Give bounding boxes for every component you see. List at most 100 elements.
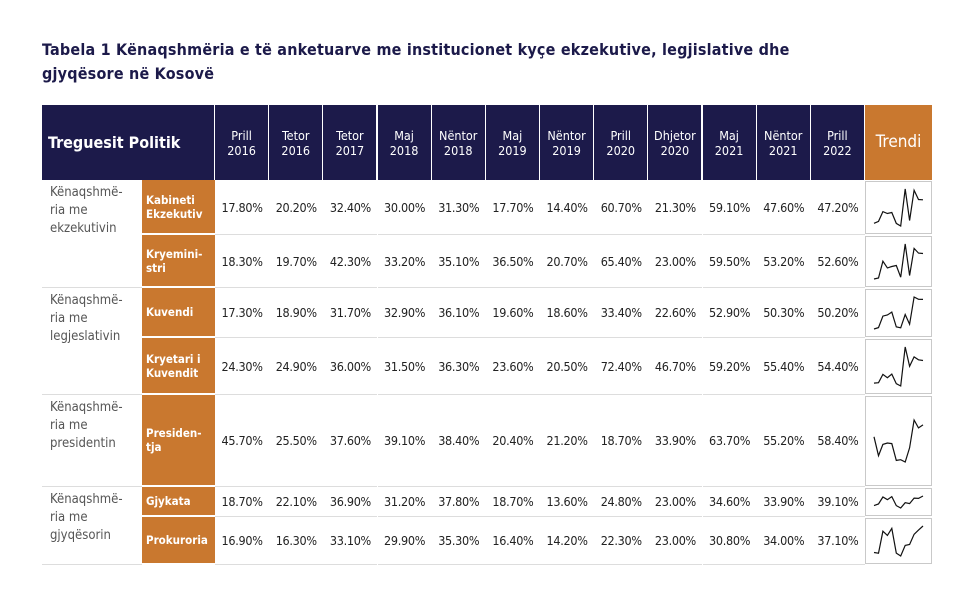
value-cell: 20.20% [269, 180, 324, 235]
value-cell: 24.80% [594, 487, 649, 517]
value-cell: 37.80% [431, 487, 486, 517]
sparkline [873, 418, 924, 463]
value-cell: 59.10% [702, 180, 757, 235]
value-cell: 29.90% [377, 517, 432, 565]
value-cell: 20.50% [540, 338, 595, 395]
row-label: Kuvendi [142, 288, 215, 338]
row-label: Kryetari i Kuvendit [142, 338, 215, 395]
value-cell: 36.10% [431, 288, 486, 338]
period-header: Maj 2018 [377, 105, 432, 180]
trend-cell [865, 339, 932, 394]
value-cell: 55.40% [756, 338, 811, 395]
value-cell: 31.70% [323, 288, 378, 338]
trend-cell [865, 289, 932, 337]
value-cell: 35.10% [431, 235, 486, 288]
value-cell: 31.20% [377, 487, 432, 517]
trend-cell [865, 488, 932, 516]
period-header: Tetor 2016 [269, 105, 324, 180]
period-header: Prill 2020 [594, 105, 649, 180]
period-header: Prill 2016 [215, 105, 270, 180]
row-label: Kabineti Ekzekutiv [142, 180, 215, 235]
value-cell: 59.50% [702, 235, 757, 288]
value-cell: 54.40% [810, 338, 865, 395]
group-label: Kënaqshmë-ria me gjyqësorin [42, 487, 142, 565]
period-header: Maj 2019 [485, 105, 540, 180]
trend-line [873, 495, 924, 509]
sparkline [873, 296, 924, 330]
value-cell: 31.50% [377, 338, 432, 395]
value-cell: 13.60% [540, 487, 595, 517]
period-header: Prill 2022 [810, 105, 865, 180]
row-label: Kryemini-stri [142, 235, 215, 288]
period-header: Tetor 2017 [323, 105, 378, 180]
value-cell: 16.30% [269, 517, 324, 565]
value-cell: 36.00% [323, 338, 378, 395]
value-cell: 38.40% [431, 395, 486, 487]
value-cell: 36.50% [485, 235, 540, 288]
value-cell: 23.60% [485, 338, 540, 395]
value-cell: 18.70% [594, 395, 649, 487]
value-cell: 47.60% [756, 180, 811, 235]
value-cell: 19.70% [269, 235, 324, 288]
value-cell: 22.60% [648, 288, 703, 338]
value-cell: 33.10% [323, 517, 378, 565]
sparkline [873, 525, 924, 557]
value-cell: 18.30% [215, 235, 270, 288]
trend-line [873, 296, 924, 330]
value-cell: 17.80% [215, 180, 270, 235]
value-cell: 60.70% [594, 180, 649, 235]
period-header: Nëntor 2021 [756, 105, 811, 180]
value-cell: 65.40% [594, 235, 649, 288]
value-cell: 20.40% [485, 395, 540, 487]
value-cell: 32.90% [377, 288, 432, 338]
value-cell: 14.20% [540, 517, 595, 565]
value-cell: 18.90% [269, 288, 324, 338]
value-cell: 24.30% [215, 338, 270, 395]
value-cell: 23.00% [648, 517, 703, 565]
table-title: Tabela 1 Kënaqshmëria e të anketuarve me… [42, 40, 790, 83]
header-label: Treguesit Politik [42, 105, 215, 180]
value-cell: 55.20% [756, 395, 811, 487]
value-cell: 59.20% [702, 338, 757, 395]
period-header: Dhjetor 2020 [648, 105, 703, 180]
value-cell: 42.30% [323, 235, 378, 288]
value-cell: 21.20% [540, 395, 595, 487]
value-cell: 32.40% [323, 180, 378, 235]
value-cell: 47.20% [810, 180, 865, 235]
value-cell: 16.40% [485, 517, 540, 565]
sparkline [873, 188, 924, 227]
value-cell: 31.30% [431, 180, 486, 235]
value-cell: 16.90% [215, 517, 270, 565]
value-cell: 72.40% [594, 338, 649, 395]
value-cell: 39.10% [377, 395, 432, 487]
value-cell: 37.60% [323, 395, 378, 487]
value-cell: 18.70% [485, 487, 540, 517]
group-label: Kënaqshmë-ria me presidentin [42, 395, 142, 487]
trend-line [873, 346, 924, 387]
value-cell: 58.40% [810, 395, 865, 487]
value-cell: 39.10% [810, 487, 865, 517]
value-cell: 53.20% [756, 235, 811, 288]
trend-line [873, 418, 924, 463]
value-cell: 23.00% [648, 235, 703, 288]
period-header: Nëntor 2019 [540, 105, 595, 180]
value-cell: 18.70% [215, 487, 270, 517]
value-cell: 23.00% [648, 487, 703, 517]
value-cell: 33.90% [756, 487, 811, 517]
trend-line [873, 243, 924, 280]
period-header: Maj 2021 [702, 105, 757, 180]
value-cell: 45.70% [215, 395, 270, 487]
value-cell: 63.70% [702, 395, 757, 487]
value-cell: 36.30% [431, 338, 486, 395]
value-cell: 33.20% [377, 235, 432, 288]
value-cell: 24.90% [269, 338, 324, 395]
row-label: Prokuroria [142, 517, 215, 565]
row-label: Gjykata [142, 487, 215, 517]
value-cell: 50.30% [756, 288, 811, 338]
group-label: Kënaqshmë-ria me ekzekutivin [42, 180, 142, 288]
value-cell: 37.10% [810, 517, 865, 565]
value-cell: 30.00% [377, 180, 432, 235]
value-cell: 22.10% [269, 487, 324, 517]
row-label: Presiden-tja [142, 395, 215, 487]
